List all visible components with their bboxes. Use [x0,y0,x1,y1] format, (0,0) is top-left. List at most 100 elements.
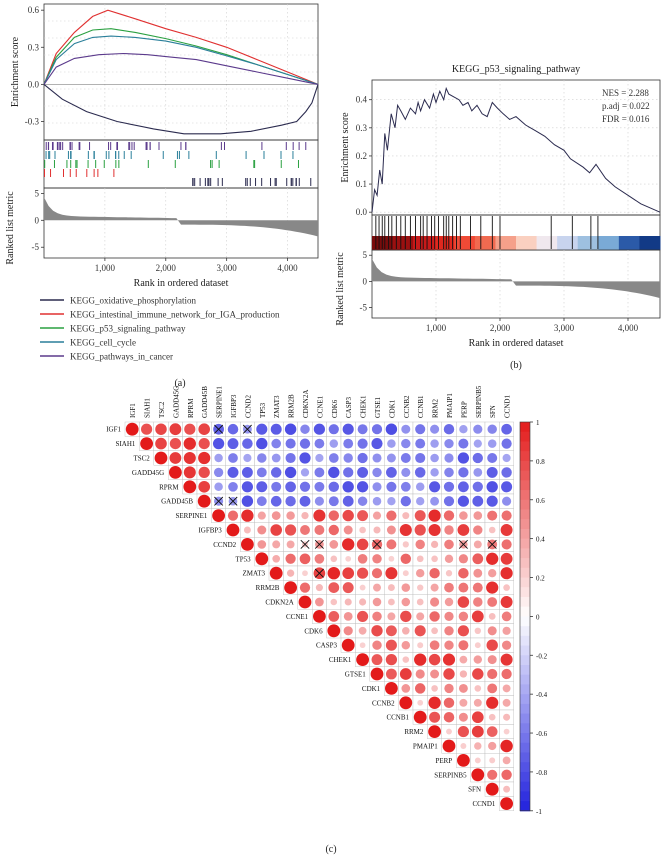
row-header: SFN [468,786,481,794]
correlation-circle [228,482,238,492]
correlation-circle [417,555,424,562]
correlation-circle [502,439,512,449]
correlation-circle [458,481,469,492]
column-header: GADD45G [172,386,180,418]
correlation-circle [444,583,454,593]
correlation-circle [501,524,513,536]
correlation-circle [503,454,511,462]
correlation-circle [458,596,470,608]
rank-gradient-segment [537,236,558,250]
correlation-circle [257,526,266,535]
correlation-circle [403,656,410,663]
correlation-circle [372,641,381,650]
correlation-circle [459,612,468,621]
y-axis-label-a-bottom: Ranked list metric [5,191,16,265]
correlation-circle [287,540,295,548]
correlation-circle [386,625,397,636]
correlation-circle [387,526,396,535]
row-header: PMAIP1 [413,743,438,751]
correlation-circle [299,596,312,609]
correlation-circle [345,598,352,605]
correlation-circle [343,424,354,435]
correlation-circle [342,639,355,652]
correlation-circle [257,496,267,506]
correlation-circle [387,612,395,620]
correlation-circle [458,726,469,737]
correlation-circle [444,712,455,723]
correlation-circle [502,627,510,635]
correlation-circle [487,453,497,463]
correlation-circle [487,496,498,507]
correlation-circle [228,438,239,449]
row-header: GTSE1 [345,671,367,679]
correlation-circle [430,425,439,434]
row-header: IGFBP3 [198,527,222,535]
correlation-circle [402,512,409,519]
correlation-circle [285,554,295,564]
colorbar-segment [520,704,530,714]
correlation-circle [198,481,210,493]
y-tick-label-b-metric: 0 [363,276,368,286]
correlation-circle [474,699,482,707]
correlation-circle [271,439,281,449]
row-header: TSC2 [133,455,150,463]
correlation-circle [489,613,496,620]
correlation-circle [285,467,296,478]
correlation-circle [503,684,511,692]
y-tick-label-a: 0.0 [28,79,40,89]
colorbar-segment [520,471,530,481]
es-line-cellcycle [44,36,318,84]
correlation-circle [228,510,238,520]
correlation-circle [501,481,512,492]
correlation-circle [199,467,210,478]
colorbar-segment [520,636,530,646]
row-header: IGF1 [106,426,121,434]
correlation-circle [401,496,411,506]
correlation-circle [272,555,280,563]
y-axis-label-a-top: Enrichment score [10,36,21,107]
correlation-circle [431,627,438,634]
correlation-circle [329,510,339,520]
colorbar-segment [520,509,530,519]
es-line-oxphos [44,84,318,133]
legend-label-p53: KEGG_p53_signaling_pathway [70,324,186,334]
column-header: IGFBP3 [230,394,238,418]
correlation-circle [401,425,410,434]
correlation-circle [503,757,511,765]
correlation-circle [400,524,412,536]
correlation-circle [271,482,281,492]
correlation-circle [228,453,238,463]
correlation-circle [488,626,497,635]
correlation-circle [358,554,368,564]
correlation-circle [155,438,167,450]
row-header: SIAH1 [116,440,136,448]
correlation-circle [415,467,426,478]
correlation-circle [214,468,223,477]
correlation-circle [358,424,368,434]
correlation-circle [199,438,210,449]
y-tick-label-a: 0.6 [28,5,40,15]
column-header: TSC2 [158,401,166,418]
correlation-circle [458,452,469,463]
correlation-circle [501,553,513,565]
correlation-circle [402,627,410,635]
correlation-circle [401,482,411,492]
y-tick-label-a-metric: 0 [35,215,40,225]
rank-gradient-segment [578,236,599,250]
correlation-circle [429,481,440,492]
correlation-circle [459,699,467,707]
correlation-circle [329,424,339,434]
correlation-circle [228,467,239,478]
correlation-circle [170,438,181,449]
correlation-circle [301,468,309,476]
correlation-circle [416,669,425,678]
correlation-circle [300,525,310,535]
es-line-iga [44,10,318,84]
correlation-circle [242,481,253,492]
correlation-circle [372,612,381,621]
correlation-circle [271,424,282,435]
correlation-circle [473,453,483,463]
colorbar-segment [520,714,530,724]
correlation-circle [257,540,266,549]
correlation-circle [285,481,296,492]
